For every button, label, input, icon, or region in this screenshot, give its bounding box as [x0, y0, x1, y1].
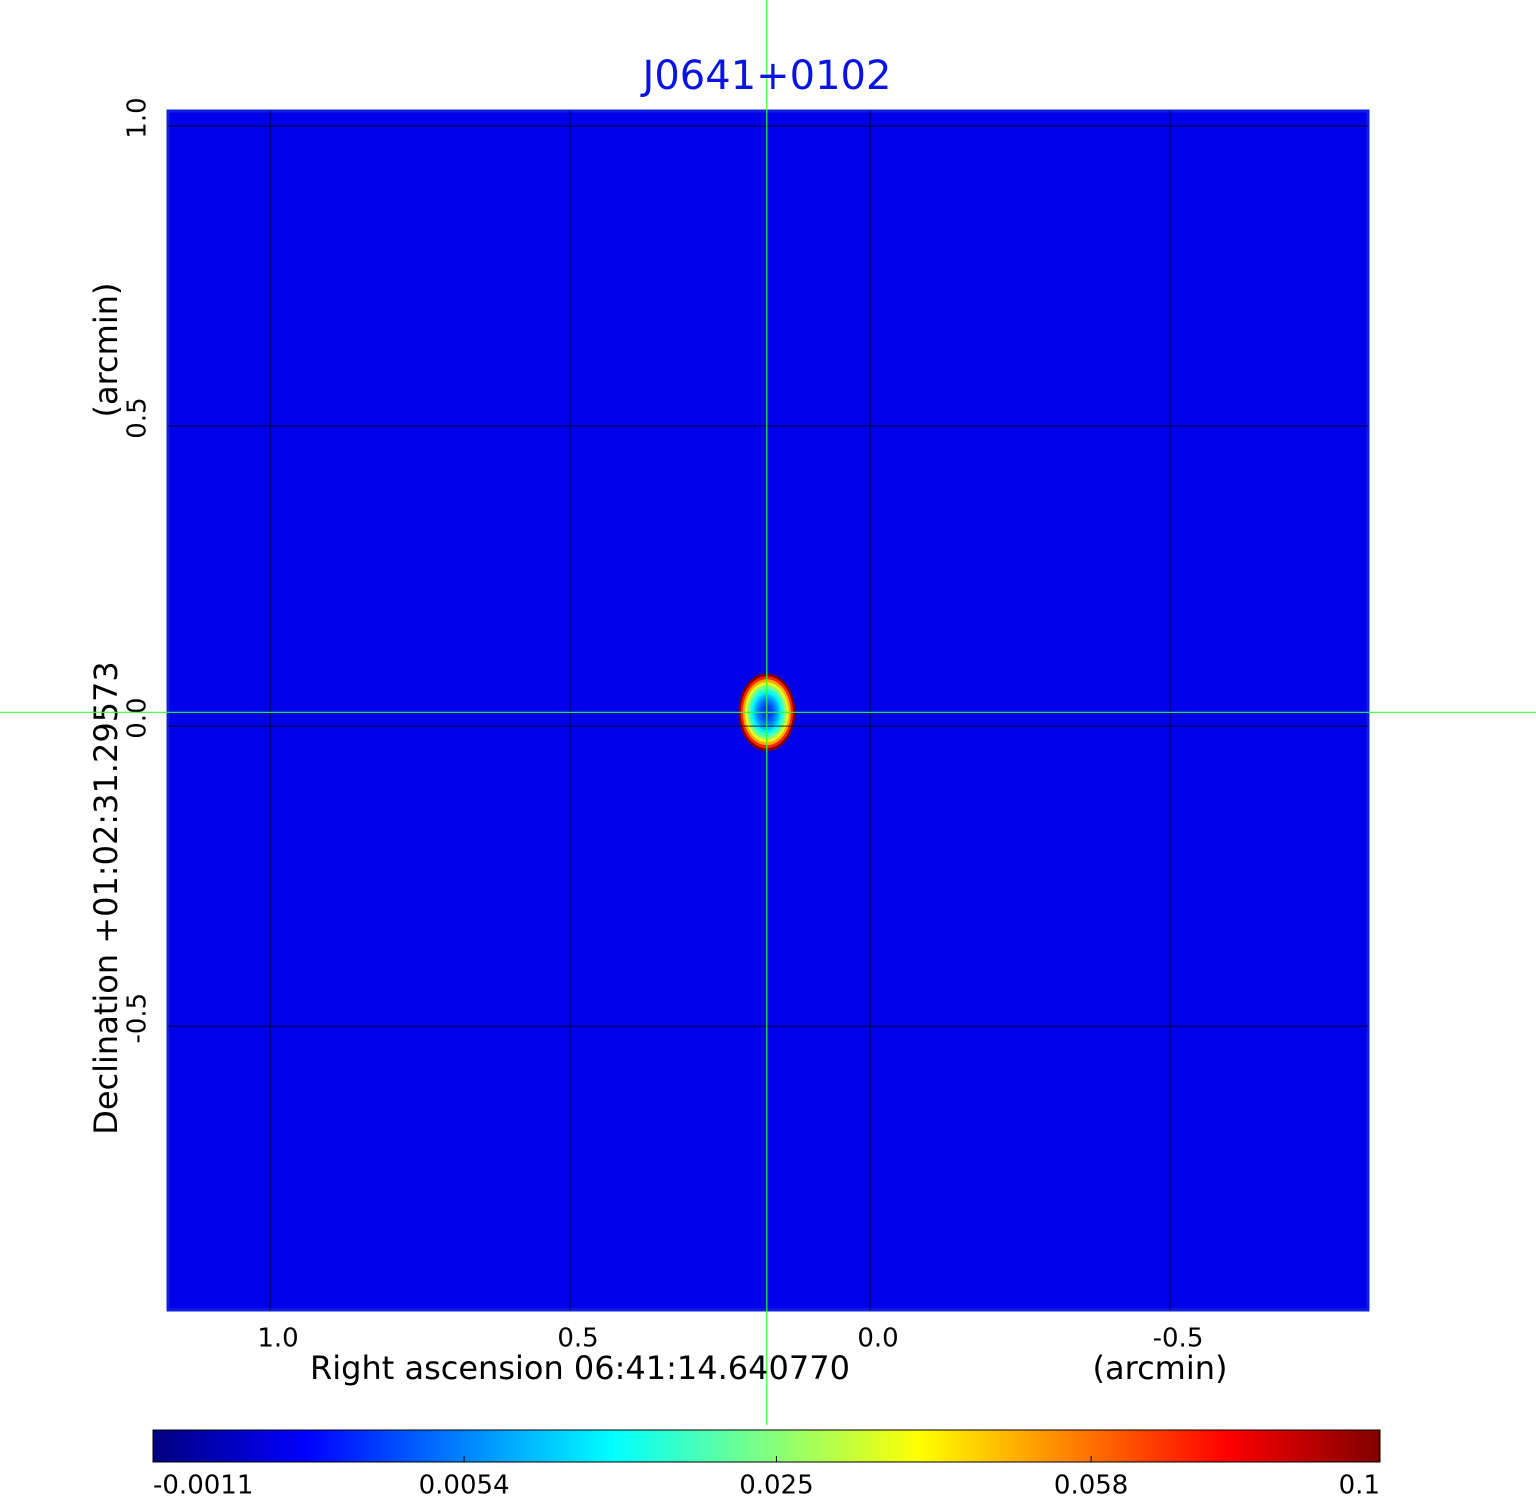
x-tick-label: 0.0: [857, 1324, 898, 1354]
y-tick-label: 1.0: [123, 97, 153, 138]
x-axis-label: Right ascension 06:41:14.640770: [310, 1349, 850, 1387]
y-tick-label: 0.5: [123, 397, 153, 438]
y-axis-unit: (arcmin): [87, 283, 125, 418]
x-tick-label: -0.5: [1153, 1324, 1204, 1354]
y-tick-label: 0.0: [123, 697, 153, 738]
colorbar-tick-label: -0.0011: [153, 1471, 253, 1500]
y-axis-label: Declination +01:02:31.29573: [87, 661, 125, 1135]
x-axis-unit: (arcmin): [1093, 1349, 1228, 1387]
colorbar-tick-label: 0.058: [1054, 1471, 1128, 1500]
colorbar: [152, 1429, 1381, 1463]
colorbar-tick-label: 0.025: [739, 1471, 813, 1500]
y-tick-label: -0.5: [123, 993, 153, 1044]
x-tick-label: 1.0: [257, 1324, 298, 1354]
x-tick-label: 0.5: [557, 1324, 598, 1354]
chart-title: J0641+0102: [640, 53, 892, 99]
plot-frame: [166, 109, 1370, 1312]
colorbar-tick-label: 0.0054: [419, 1471, 510, 1500]
colorbar-tick-label: 0.1: [1339, 1471, 1380, 1500]
